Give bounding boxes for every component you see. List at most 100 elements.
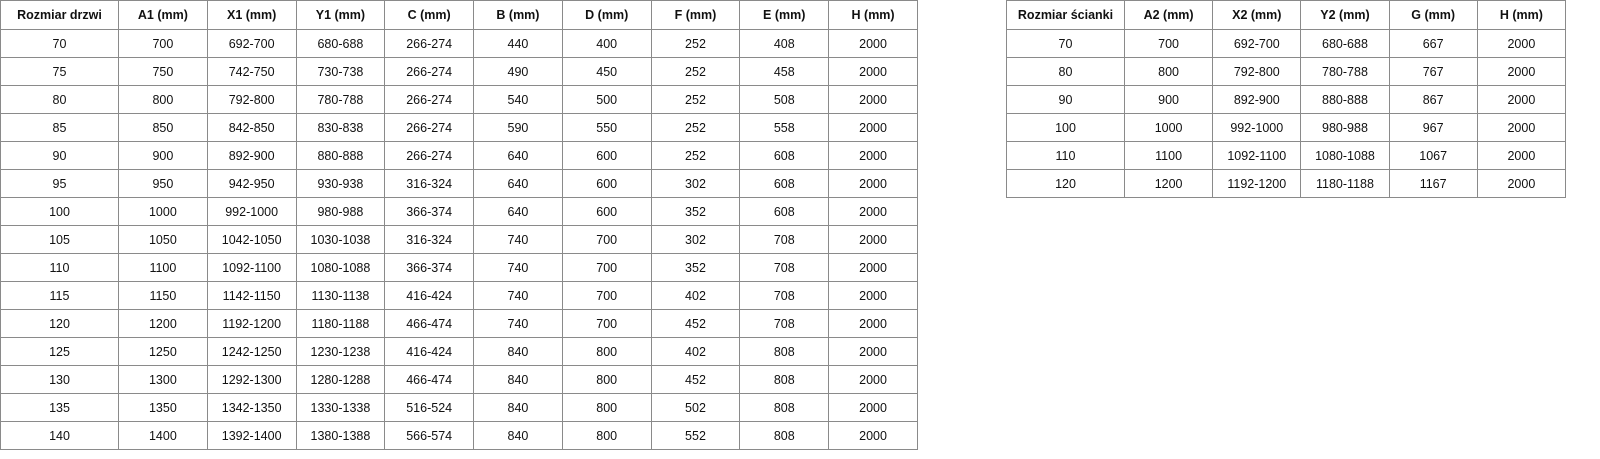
- table-cell: 1250: [118, 337, 208, 366]
- table-cell: 708: [739, 281, 830, 310]
- table-cell: 558: [739, 113, 830, 142]
- table-cell: 366-374: [384, 253, 475, 282]
- table-cell: 700: [561, 309, 652, 338]
- table-row: 115 1150 1142-1150 1130-1138 416-424 740 700 40…: [0, 281, 918, 310]
- table-cell: 466-474: [384, 309, 475, 338]
- column-header: X2 (mm): [1212, 0, 1302, 30]
- table-cell: 2000: [828, 421, 918, 450]
- column-header: A1 (mm): [118, 0, 208, 30]
- table-row: 85 850 842-850 830-838 266-274 590 550 252 558 20…: [0, 113, 918, 142]
- table-cell: 402: [650, 281, 741, 310]
- table-cell: 792-800: [1212, 57, 1302, 86]
- table-cell: 667: [1388, 29, 1478, 58]
- table-cell: 930-938: [295, 169, 386, 198]
- table-cell: 900: [118, 141, 208, 170]
- table-cell: 980-988: [1300, 113, 1390, 142]
- table-cell: 1230-1238: [295, 337, 386, 366]
- table-cell: 840: [473, 365, 563, 394]
- table-cell: 800: [561, 365, 652, 394]
- table-cell: 590: [473, 113, 563, 142]
- table-cell: 2000: [828, 281, 918, 310]
- column-header: D (mm): [561, 0, 652, 30]
- table-cell: 640: [473, 141, 563, 170]
- table-cell: 730-738: [295, 57, 386, 86]
- table-cell: 80: [1006, 57, 1125, 86]
- table-cell: 2000: [828, 253, 918, 282]
- table-cell: 120: [1006, 169, 1125, 198]
- table-cell: 2000: [828, 309, 918, 338]
- column-header: F (mm): [650, 0, 741, 30]
- table-cell: 808: [739, 393, 830, 422]
- table-cell: 120: [0, 309, 119, 338]
- table-cell: 95: [0, 169, 119, 198]
- table-cell: 302: [650, 169, 741, 198]
- table-cell: 2000: [828, 113, 918, 142]
- table-row: 80 800 792-800 780-788 767 2000: [1006, 57, 1567, 86]
- table-row: 110 1100 1092-1100 1080-1088 1067 2000: [1006, 141, 1567, 170]
- table-cell: 2000: [828, 141, 918, 170]
- table-cell: 1392-1400: [206, 421, 297, 450]
- column-header: Y2 (mm): [1300, 0, 1390, 30]
- table-cell: 750: [118, 57, 208, 86]
- table-cell: 458: [739, 57, 830, 86]
- table-cell: 1100: [118, 253, 208, 282]
- table-cell: 608: [739, 141, 830, 170]
- table-cell: 800: [561, 393, 652, 422]
- table-cell: 1200: [118, 309, 208, 338]
- table-row: 90 900 892-900 880-888 867 2000: [1006, 85, 1567, 114]
- table-cell: 740: [473, 281, 563, 310]
- table-cell: 1142-1150: [206, 281, 297, 310]
- table-cell: 842-850: [206, 113, 297, 142]
- table-cell: 880-888: [1300, 85, 1390, 114]
- table-cell: 600: [561, 197, 652, 226]
- table-cell: 266-274: [384, 85, 475, 114]
- table-cell: 266-274: [384, 113, 475, 142]
- table-cell: 800: [561, 421, 652, 450]
- table-cell: 316-324: [384, 169, 475, 198]
- table-cell: 1092-1100: [206, 253, 297, 282]
- table-cell: 942-950: [206, 169, 297, 198]
- table-cell: 140: [0, 421, 119, 450]
- table-cell: 700: [561, 253, 652, 282]
- table-cell: 1300: [118, 365, 208, 394]
- column-header: H (mm): [1476, 0, 1567, 30]
- table-cell: 266-274: [384, 141, 475, 170]
- table-cell: 700: [1123, 29, 1214, 58]
- table-cell: 130: [0, 365, 119, 394]
- table-cell: 2000: [1476, 169, 1567, 198]
- table-row: 130 1300 1292-1300 1280-1288 466-474 840 800 45…: [0, 365, 918, 394]
- table-cell: 2000: [828, 169, 918, 198]
- table-cell: 640: [473, 169, 563, 198]
- table-cell: 2000: [828, 85, 918, 114]
- table-cell: 566-574: [384, 421, 475, 450]
- table-cell: 1292-1300: [206, 365, 297, 394]
- table-body: 70 700 692-700 680-688 667 2000 80 800 792-800 78…: [1006, 29, 1567, 198]
- table-cell: 880-888: [295, 141, 386, 170]
- table-cell: 740: [473, 225, 563, 254]
- table-cell: 1080-1088: [295, 253, 386, 282]
- table-cell: 302: [650, 225, 741, 254]
- table-cell: 2000: [828, 197, 918, 226]
- table-cell: 830-838: [295, 113, 386, 142]
- table-cell: 900: [1123, 85, 1214, 114]
- table-cell: 1380-1388: [295, 421, 386, 450]
- table-cell: 2000: [1476, 141, 1567, 170]
- wall-dimensions-table: Rozmiar ścianki A2 (mm) X2 (mm) Y2 (mm) G (m…: [1006, 0, 1567, 198]
- table-cell: 252: [650, 113, 741, 142]
- table-cell: 1280-1288: [295, 365, 386, 394]
- table-cell: 992-1000: [1212, 113, 1302, 142]
- table-row: 90 900 892-900 880-888 266-274 640 600 252 608 20…: [0, 141, 918, 170]
- table-cell: 692-700: [206, 29, 297, 58]
- table-cell: 792-800: [206, 85, 297, 114]
- table-cell: 266-274: [384, 29, 475, 58]
- table-cell: 680-688: [295, 29, 386, 58]
- table-cell: 452: [650, 365, 741, 394]
- column-header: G (mm): [1388, 0, 1478, 30]
- table-row: 70 700 692-700 680-688 667 2000: [1006, 29, 1567, 58]
- table-cell: 1342-1350: [206, 393, 297, 422]
- table-cell: 400: [561, 29, 652, 58]
- table-row: 135 1350 1342-1350 1330-1338 516-524 840 800 50…: [0, 393, 918, 422]
- table-cell: 850: [118, 113, 208, 142]
- table-cell: 70: [0, 29, 119, 58]
- table-cell: 708: [739, 309, 830, 338]
